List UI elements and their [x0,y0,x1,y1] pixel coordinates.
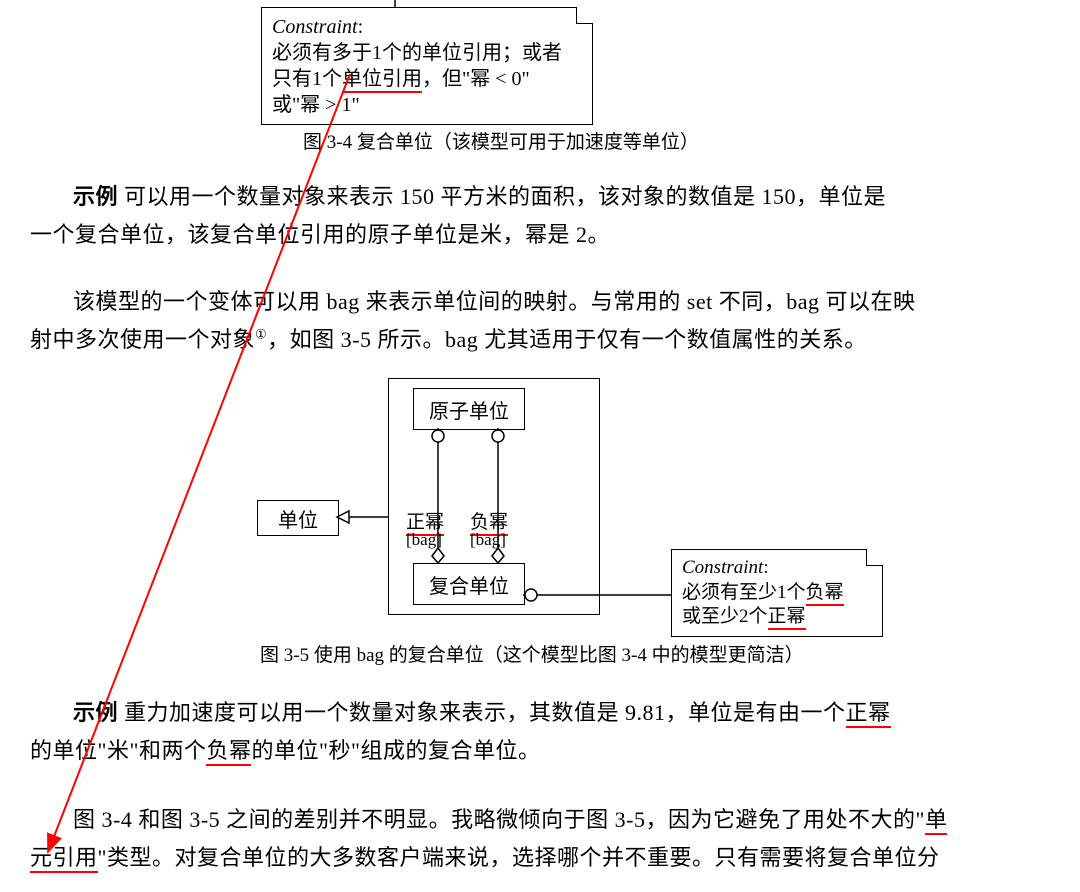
para2-line1: 该模型的一个变体可以用 bag 来表示单位间的映射。与常用的 set 不同，ba… [73,283,1053,320]
constraint-line2: 只有1个单位引用，但"幂 < 0" [272,66,582,92]
para4-line1: 图 3-4 和图 3-5 之间的差别并不明显。我略微倾向于图 3-5，因为它避免… [73,801,1053,838]
fold-corner [576,7,593,24]
constraint-line3: 或"幂 > 1" [272,92,582,118]
para4-line2: 元引用"类型。对复合单位的大多数客户端来说，选择哪个并不重要。只有需要将复合单位… [30,839,1050,876]
bag-label-2: [bag] [470,530,506,550]
para3-line2: 的单位"米"和两个负幂的单位"秒"组成的复合单位。 [30,732,1050,769]
constraint2-title: Constraint: [682,556,872,581]
para3-line1: 示例 重力加速度可以用一个数量对象来表示，其数值是 9.81，单位是有由一个正幂 [73,694,1053,731]
para2-line2: 射中多次使用一个对象①，如图 3-5 所示。bag 尤其适用于仅有一个数值属性的… [30,321,1050,358]
compound-unit-box: 复合单位 [413,563,525,605]
constraint-line1: 必须有多于1个的单位引用；或者 [272,40,582,66]
constraint2-line2: 或至少2个正幂 [682,605,872,630]
bag-label-1: [bag] [406,530,442,550]
page: Constraint: 必须有多于1个的单位引用；或者 只有1个单位引用，但"幂… [0,0,1080,892]
atom-unit-box: 原子单位 [413,388,525,430]
fig-caption-3-5: 图 3-5 使用 bag 的复合单位（这个模型比图 3-4 中的模型更简洁） [260,640,804,667]
fig-caption-3-4: 图 3-4 复合单位（该模型可用于加速度等单位） [303,127,699,154]
para1-line2: 一个复合单位，该复合单位引用的原子单位是米，幂是 2。 [30,216,1050,253]
fold-corner-2 [866,549,883,566]
unit-box: 单位 [257,500,339,536]
constraint-box-right: Constraint: 必须有至少1个负幂 或至少2个正幂 [671,549,883,637]
constraint-box-top: Constraint: 必须有多于1个的单位引用；或者 只有1个单位引用，但"幂… [261,7,593,125]
constraint2-line1: 必须有至少1个负幂 [682,581,872,606]
constraint-title: Constraint: [272,14,582,40]
para1-line1: 示例 可以用一个数量对象来表示 150 平方米的面积，该对象的数值是 150，单… [73,178,1053,215]
